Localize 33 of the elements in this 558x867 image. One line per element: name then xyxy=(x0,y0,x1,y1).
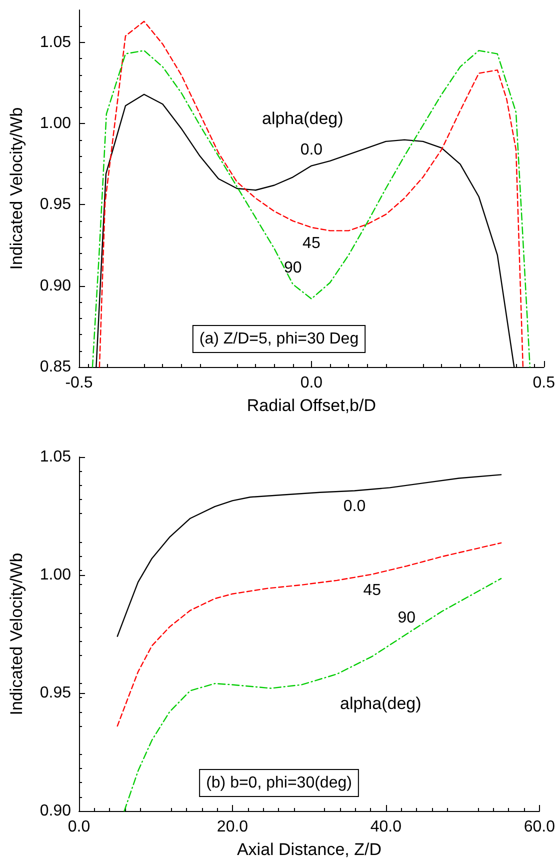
x-tick-label: 20.0 xyxy=(216,818,248,836)
x-tick-label: -0.5 xyxy=(65,374,93,392)
annotation: (a) Z/D=5, phi=30 Deg xyxy=(199,330,359,348)
series-label: 0.0 xyxy=(343,498,366,516)
series-label: 45 xyxy=(363,582,382,599)
series-label: 45 xyxy=(302,234,320,252)
y-tick-label: 0.90 xyxy=(40,802,72,820)
line-series xyxy=(116,542,502,727)
y-tick-label: 0.95 xyxy=(40,196,72,214)
x-axis-title: Axial Distance, Z/D xyxy=(236,840,382,859)
y-tick-label: 0.85 xyxy=(40,358,72,376)
y-tick-label: 1.05 xyxy=(40,34,72,51)
annotation: (b) b=0, phi=30(deg) xyxy=(206,774,352,792)
x-tick-label: 60.0 xyxy=(524,818,556,836)
line-series xyxy=(116,474,502,637)
y-axis-title: Indicated Velocity/Wb xyxy=(7,107,26,270)
series-label: 90 xyxy=(398,610,416,626)
y-tick-label: 0.95 xyxy=(40,684,72,702)
line-series xyxy=(124,578,502,812)
y-tick-label: 1.00 xyxy=(40,566,72,584)
series-label: 90 xyxy=(284,260,302,277)
annotation: alpha(deg) xyxy=(340,694,422,713)
x-tick-label: 0.0 xyxy=(68,818,90,836)
annotation: alpha(deg) xyxy=(262,109,344,128)
y-tick-label: 1.00 xyxy=(40,115,72,132)
x-tick-label: 0.0 xyxy=(300,374,323,392)
series-label: 0.0 xyxy=(300,141,323,158)
x-axis-title: Radial Offset,b/D xyxy=(246,396,376,415)
x-tick-label: 0.5 xyxy=(532,374,556,392)
y-tick-label: 1.05 xyxy=(40,448,72,466)
y-axis-title: Indicated Velocity/Wb xyxy=(7,552,26,716)
x-tick-label: 40.0 xyxy=(370,818,402,836)
y-tick-label: 0.90 xyxy=(40,277,72,294)
